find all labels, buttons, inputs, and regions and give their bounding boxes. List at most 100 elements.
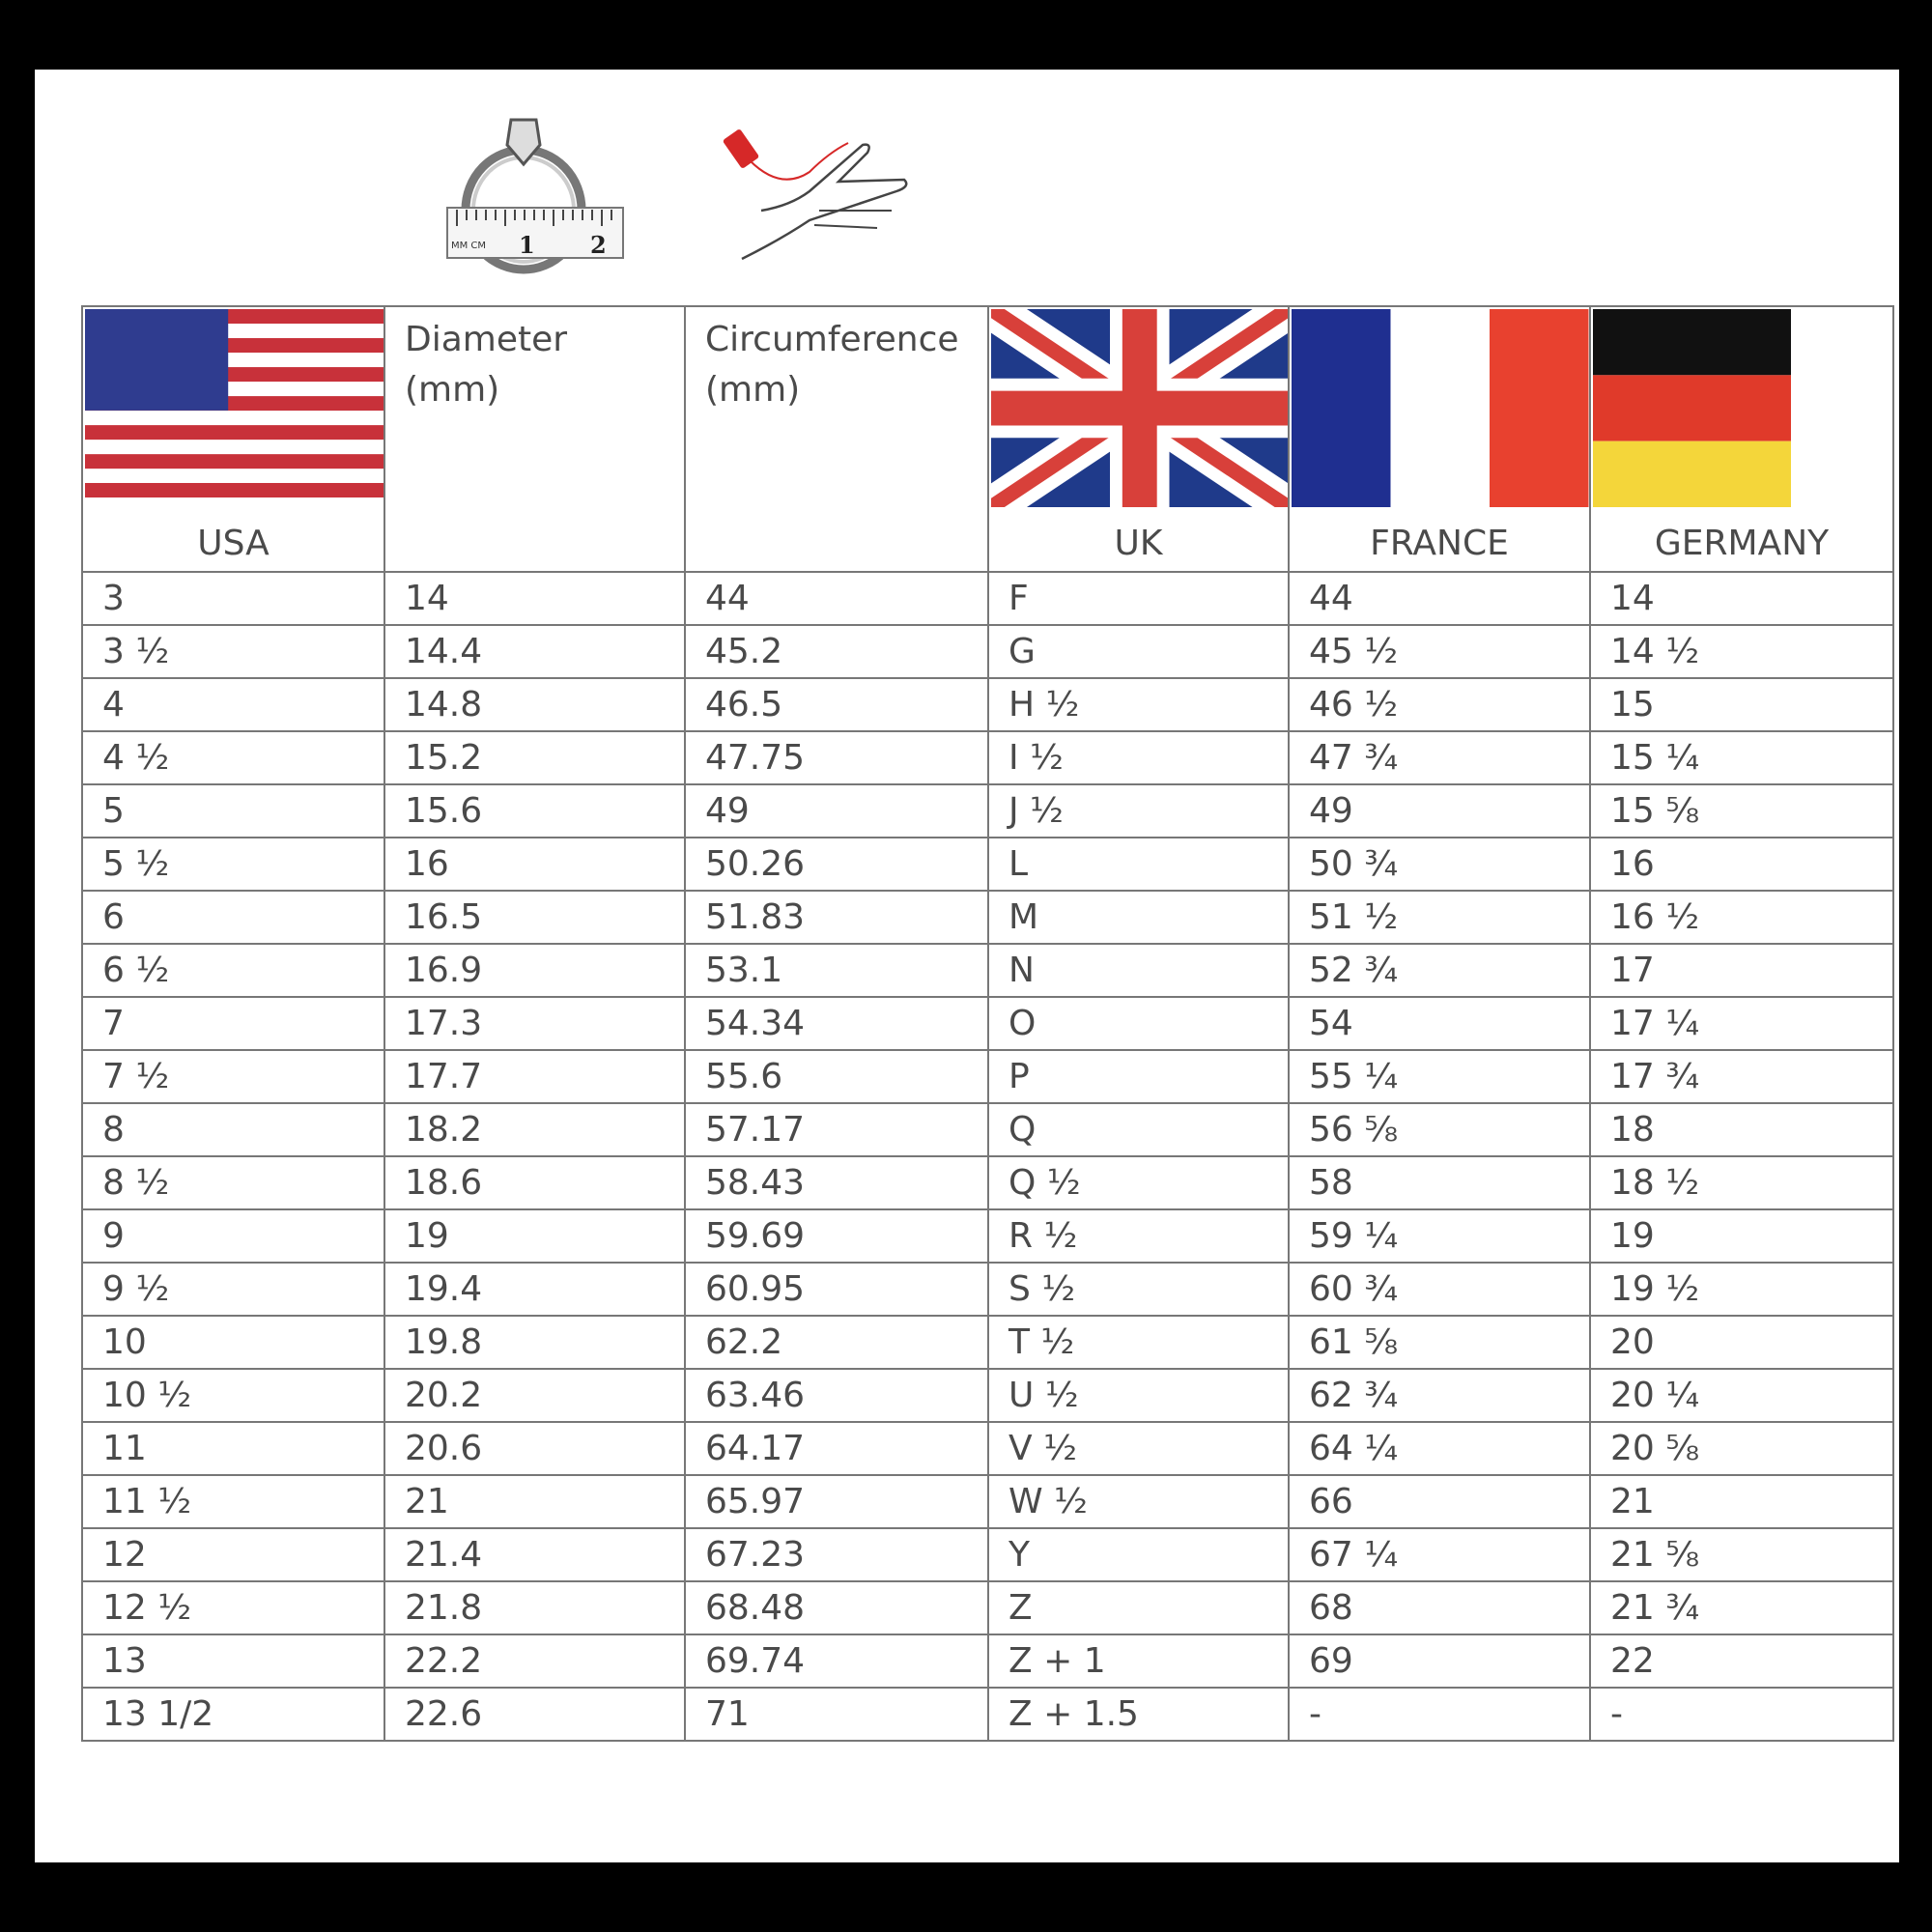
- cell-diameter: 15.2: [384, 730, 686, 785]
- cell-germany: -: [1589, 1687, 1894, 1742]
- cell-germany: 16: [1589, 837, 1894, 892]
- cell-usa: 12: [81, 1527, 385, 1582]
- cell-circumference: 71: [684, 1687, 989, 1742]
- cell-usa: 8: [81, 1102, 385, 1157]
- table-row: 4 14.8 46.5 H ½ 46 ½ 15: [81, 677, 1894, 732]
- cell-germany: 17 ¾: [1589, 1049, 1894, 1104]
- cell-france: 68: [1288, 1580, 1591, 1635]
- cell-germany: 20 ⅝: [1589, 1421, 1894, 1476]
- table-row: 9 19 59.69 R ½ 59 ¼ 19: [81, 1208, 1894, 1264]
- cell-usa: 10: [81, 1315, 385, 1370]
- germany-flag-icon: [1593, 309, 1791, 507]
- table-row: 5 ½ 16 50.26 L 50 ¾ 16: [81, 837, 1894, 892]
- cell-germany: 22: [1589, 1634, 1894, 1689]
- table-row: 7 17.3 54.34 O 54 17 ¼: [81, 996, 1894, 1051]
- cell-uk: H ½: [987, 677, 1290, 732]
- cell-germany: 19 ½: [1589, 1262, 1894, 1317]
- ruler-label-1: 1: [519, 231, 535, 259]
- cell-circumference: 68.48: [684, 1580, 989, 1635]
- cell-uk: P: [987, 1049, 1290, 1104]
- table-row: 3 ½ 14.4 45.2 G 45 ½ 14 ½: [81, 624, 1894, 679]
- cell-france: 64 ¼: [1288, 1421, 1591, 1476]
- cell-germany: 18: [1589, 1102, 1894, 1157]
- cell-diameter: 22.6: [384, 1687, 686, 1742]
- header-france-label: FRANCE: [1370, 524, 1509, 563]
- cell-circumference: 69.74: [684, 1634, 989, 1689]
- header-circumference-label: Circumference (mm): [705, 320, 959, 410]
- cell-uk: N: [987, 943, 1290, 998]
- cell-germany: 14 ½: [1589, 624, 1894, 679]
- cell-diameter: 15.6: [384, 783, 686, 838]
- cell-uk: F: [987, 571, 1290, 626]
- cell-diameter: 21: [384, 1474, 686, 1529]
- cell-diameter: 18.2: [384, 1102, 686, 1157]
- cell-usa: 7: [81, 996, 385, 1051]
- cell-circumference: 64.17: [684, 1421, 989, 1476]
- cell-usa: 3: [81, 571, 385, 626]
- ruler-label-2: 2: [590, 231, 607, 259]
- cell-circumference: 45.2: [684, 624, 989, 679]
- cell-diameter: 14: [384, 571, 686, 626]
- cell-germany: 21 ⅝: [1589, 1527, 1894, 1582]
- cell-uk: S ½: [987, 1262, 1290, 1317]
- table-row: 9 ½ 19.4 60.95 S ½ 60 ¾ 19 ½: [81, 1262, 1894, 1317]
- header-france: FRANCE: [1288, 305, 1591, 573]
- cell-germany: 21 ¾: [1589, 1580, 1894, 1635]
- uk-flag-icon: [991, 309, 1287, 507]
- cell-france: 49: [1288, 783, 1591, 838]
- cell-france: 50 ¾: [1288, 837, 1591, 892]
- cell-circumference: 51.83: [684, 890, 989, 945]
- cell-germany: 21: [1589, 1474, 1894, 1529]
- cell-circumference: 67.23: [684, 1527, 989, 1582]
- cell-uk: O: [987, 996, 1290, 1051]
- cell-usa: 4: [81, 677, 385, 732]
- header-row: USA Diameter (mm) Circumference (mm) UK …: [81, 305, 1894, 573]
- cell-france: 45 ½: [1288, 624, 1591, 679]
- header-usa: USA: [81, 305, 385, 573]
- header-diameter: Diameter (mm): [384, 305, 686, 573]
- table-row: 12 ½ 21.8 68.48 Z 68 21 ¾: [81, 1580, 1894, 1635]
- ruler-units-label: MM CM: [451, 241, 486, 251]
- cell-usa: 13: [81, 1634, 385, 1689]
- cell-france: 58: [1288, 1155, 1591, 1210]
- cell-diameter: 20.6: [384, 1421, 686, 1476]
- cell-usa: 3 ½: [81, 624, 385, 679]
- cell-usa: 8 ½: [81, 1155, 385, 1210]
- cell-germany: 15 ¼: [1589, 730, 1894, 785]
- table-row: 4 ½ 15.2 47.75 I ½ 47 ¾ 15 ¼: [81, 730, 1894, 785]
- cell-circumference: 49: [684, 783, 989, 838]
- cell-diameter: 19: [384, 1208, 686, 1264]
- cell-uk: J ½: [987, 783, 1290, 838]
- cell-france: 46 ½: [1288, 677, 1591, 732]
- header-uk-label: UK: [1114, 524, 1163, 563]
- cell-diameter: 21.8: [384, 1580, 686, 1635]
- cell-diameter: 19.4: [384, 1262, 686, 1317]
- cell-germany: 14: [1589, 571, 1894, 626]
- cell-usa: 6 ½: [81, 943, 385, 998]
- cell-germany: 17 ¼: [1589, 996, 1894, 1051]
- cell-circumference: 65.97: [684, 1474, 989, 1529]
- cell-usa: 4 ½: [81, 730, 385, 785]
- cell-uk: Z + 1.5: [987, 1687, 1290, 1742]
- cell-diameter: 16.9: [384, 943, 686, 998]
- cell-circumference: 60.95: [684, 1262, 989, 1317]
- cell-usa: 9 ½: [81, 1262, 385, 1317]
- table-row: 11 ½ 21 65.97 W ½ 66 21: [81, 1474, 1894, 1529]
- cell-usa: 10 ½: [81, 1368, 385, 1423]
- cell-france: 67 ¼: [1288, 1527, 1591, 1582]
- cell-france: 69: [1288, 1634, 1591, 1689]
- cell-usa: 11: [81, 1421, 385, 1476]
- table-row: 11 20.6 64.17 V ½ 64 ¼ 20 ⅝: [81, 1421, 1894, 1476]
- header-germany-label: GERMANY: [1654, 524, 1830, 563]
- cell-diameter: 21.4: [384, 1527, 686, 1582]
- cell-france: 59 ¼: [1288, 1208, 1591, 1264]
- cell-france: -: [1288, 1687, 1591, 1742]
- cell-circumference: 59.69: [684, 1208, 989, 1264]
- table-row: 13 22.2 69.74 Z + 1 69 22: [81, 1634, 1894, 1689]
- cell-france: 52 ¾: [1288, 943, 1591, 998]
- table-row: 5 15.6 49 J ½ 49 15 ⅝: [81, 783, 1894, 838]
- cell-france: 66: [1288, 1474, 1591, 1529]
- cell-germany: 20 ¼: [1589, 1368, 1894, 1423]
- cell-france: 56 ⅝: [1288, 1102, 1591, 1157]
- header-diameter-label: Diameter (mm): [405, 320, 568, 410]
